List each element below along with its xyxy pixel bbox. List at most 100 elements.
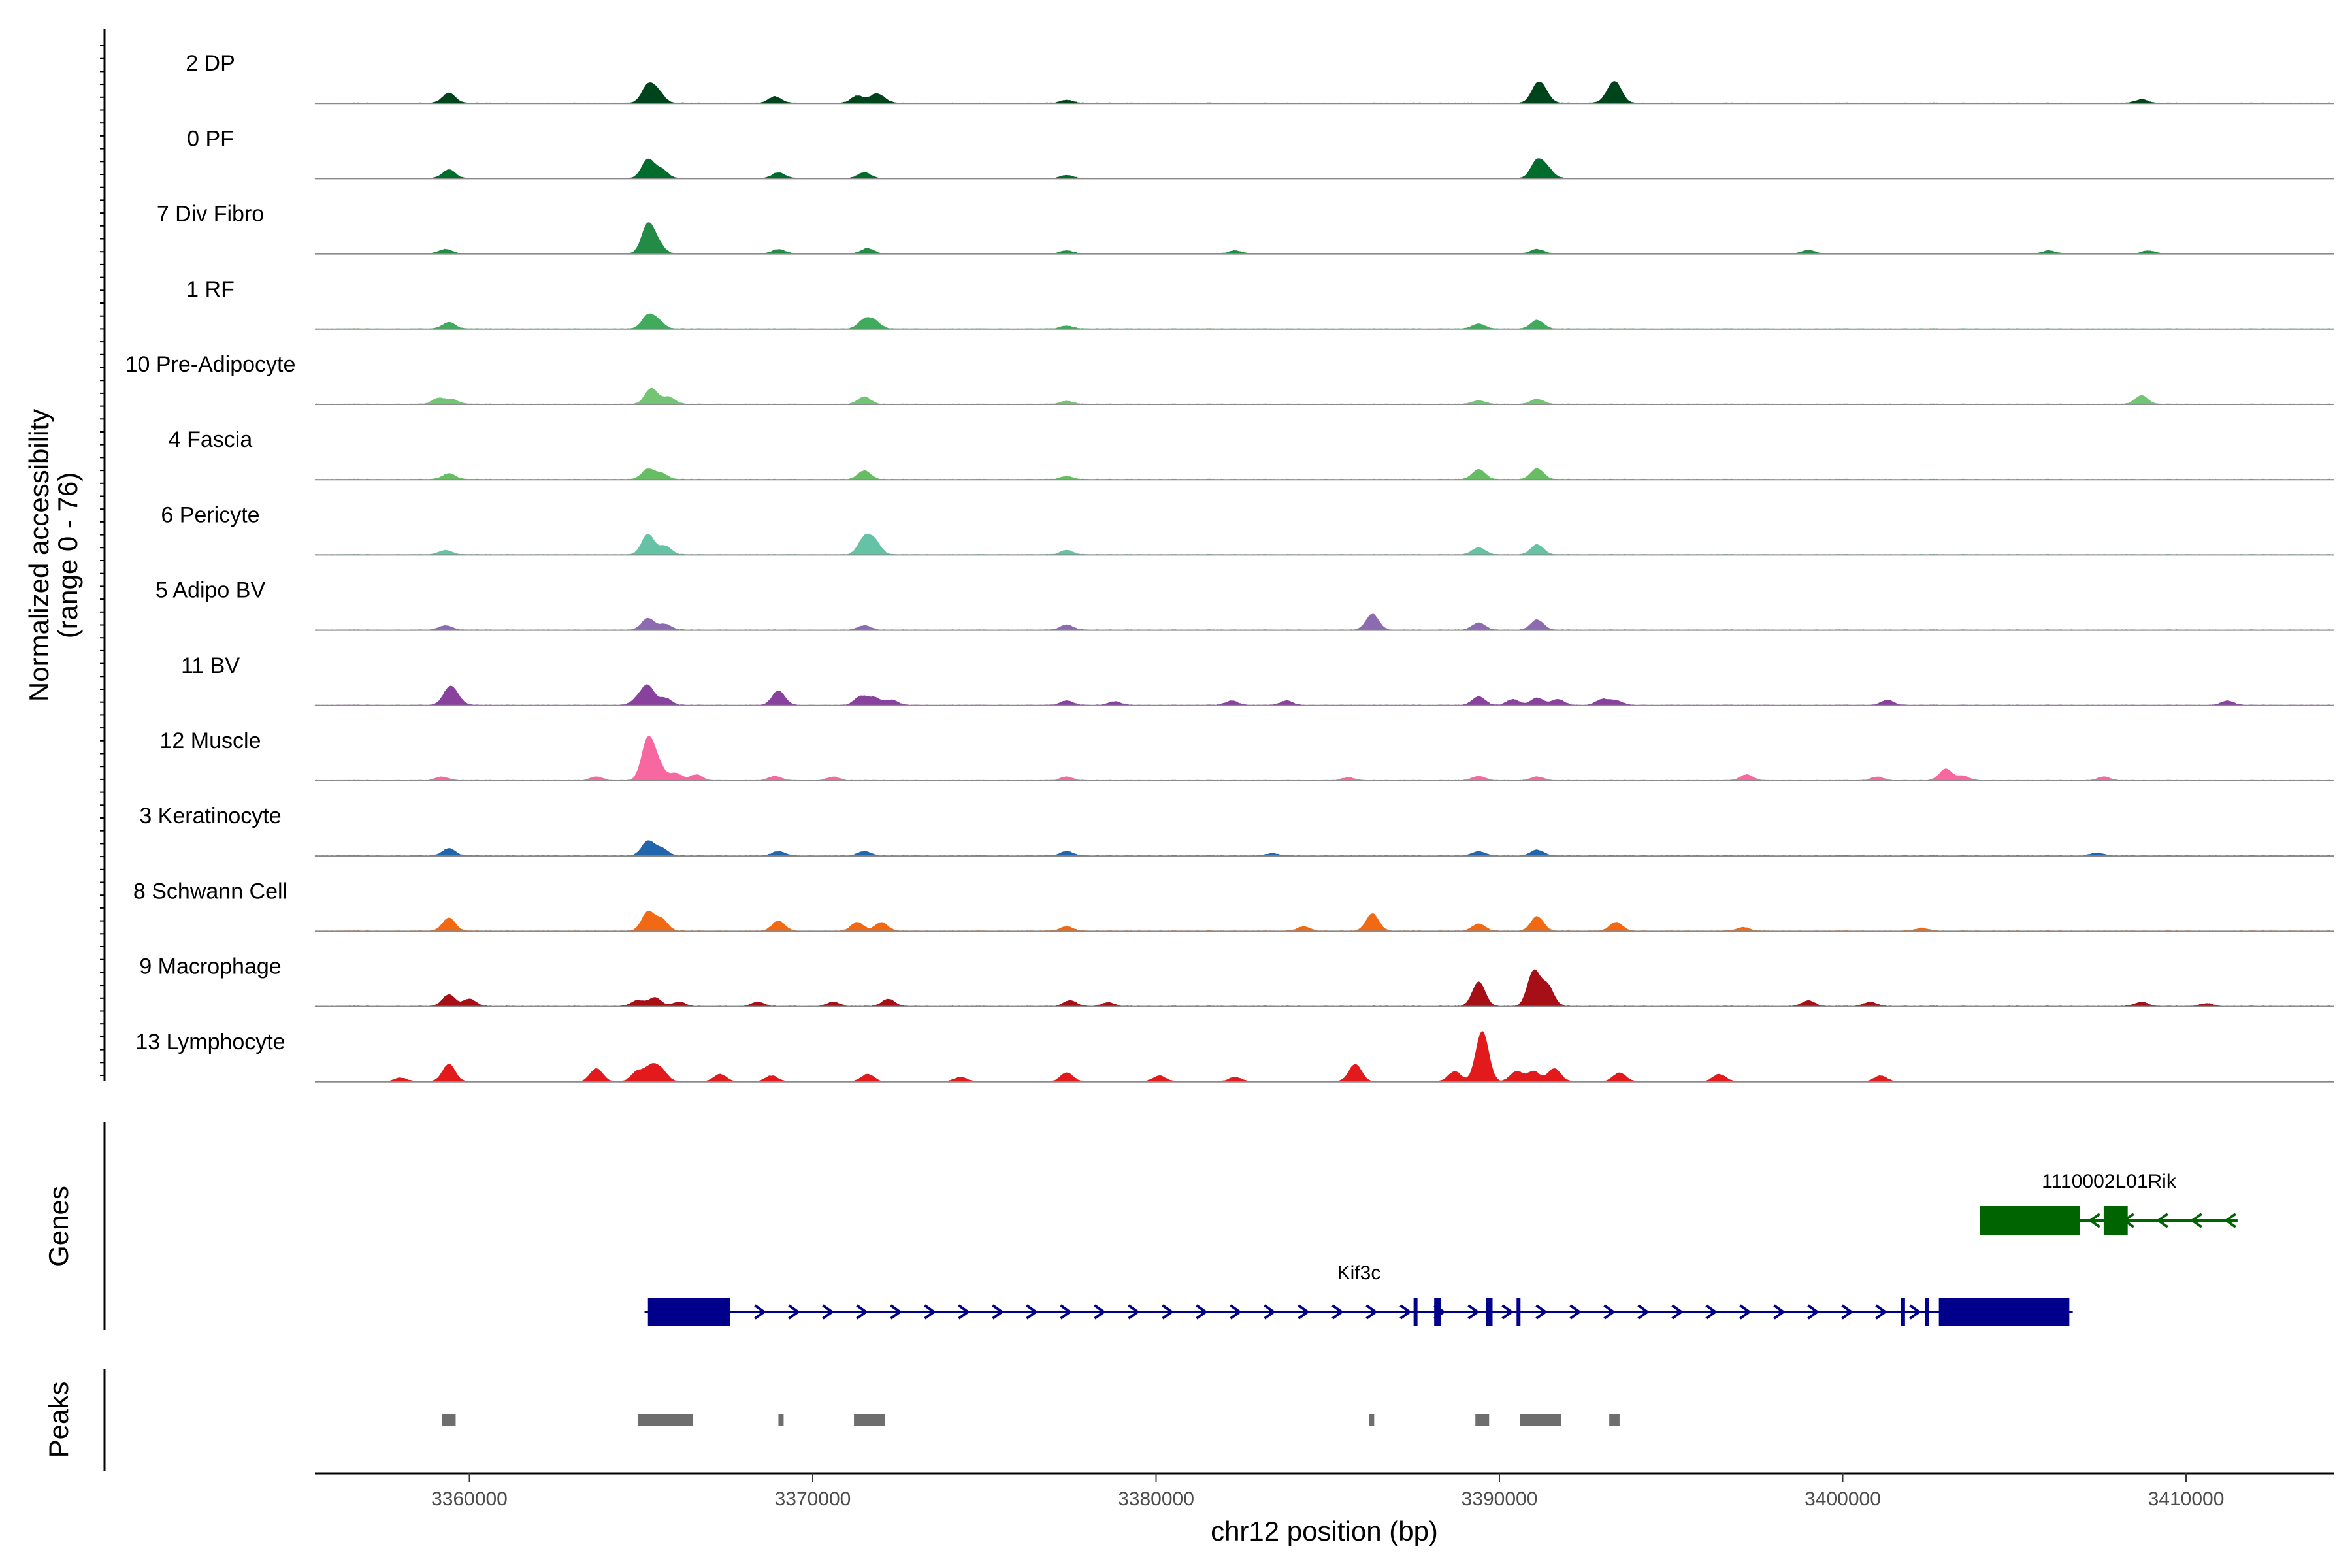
track-label: 2 DP [186,51,235,76]
x-tick-label: 3380000 [1118,1488,1194,1510]
track-label: 11 BV [181,653,240,678]
gene-0: 1110002L01Rik [1980,1171,2238,1235]
strand-arrow [1060,1304,1072,1320]
coverage-area [314,684,2334,706]
track-label: 4 Fascia [169,427,253,452]
track-label: 3 Keratinocyte [139,804,281,828]
gene-annotation-panel: Genes 1110002L01Rik Kif3c [43,1122,2238,1330]
gene-exon [647,1298,730,1326]
strand-arrow [2088,1213,2100,1228]
track-label: 0 PF [187,126,234,151]
strand-arrow [958,1304,970,1320]
track-6: 4 Fascia [169,427,2334,481]
strand-arrow [1875,1304,1887,1320]
gene-name-label: Kif3c [1337,1262,1381,1284]
strand-arrow [1196,1304,1208,1320]
x-tick-label: 3410000 [2148,1488,2225,1510]
peaks-panel-label: Peaks [43,1382,74,1458]
coverage-area [314,613,2334,631]
strand-arrow [754,1304,766,1320]
track-label: 9 Macrophage [139,955,281,979]
peak-region [778,1414,784,1426]
strand-arrow [2190,1213,2202,1228]
gene-exon [1413,1298,1418,1326]
track-label: 7 Div Fibro [157,202,264,227]
strand-arrow [1365,1304,1378,1320]
gene-exon [1901,1298,1905,1326]
peaks-panel: Peaks [43,1369,1620,1471]
strand-arrow [1331,1304,1344,1320]
track-13: 9 Macrophage [139,955,2334,1007]
track-4: 1 RF [186,277,2334,330]
track-1: 2 DP [186,51,2334,105]
coverage-area [314,1031,2334,1083]
strand-arrow [924,1304,936,1320]
track-10: 12 Muscle [160,728,2334,781]
strand-arrow [1230,1304,1242,1320]
genes-panel-label: Genes [43,1186,74,1267]
gene-exon [1925,1298,1929,1326]
gene-exon [1434,1298,1441,1326]
gene-exon [1938,1298,2070,1326]
track-label: 8 Schwann Cell [133,879,287,904]
track-label: 13 Lymphocyte [135,1030,285,1054]
strand-arrow [1807,1304,1820,1320]
strand-arrow [2156,1213,2168,1228]
y-axis-title-line2: (range 0 - 76) [52,472,83,638]
track-3: 7 Div Fibro [157,202,2334,255]
coverage-area [314,158,2334,179]
strand-arrow [1298,1304,1310,1320]
track-11: 3 Keratinocyte [139,804,2334,857]
track-5: 10 Pre-Adipocyte [125,352,2334,405]
strand-arrow [1535,1304,1548,1320]
strand-arrow [1739,1304,1752,1320]
strand-arrow [788,1304,800,1320]
strand-arrow [856,1304,868,1320]
track-label: 1 RF [186,277,235,302]
track-8: 5 Adipo BV [155,578,2334,631]
x-axis: 3360000 3370000 3380000 3390000 3400000 34100… [315,1472,2334,1510]
strand-arrow [1603,1304,1616,1320]
gene-exon [1980,1206,2080,1235]
gene-exon [1516,1298,1521,1326]
gene-name-label: 1110002L01Rik [2042,1171,2177,1192]
track-7: 6 Pericyte [161,502,2334,556]
gene-1: Kif3c [644,1262,2073,1326]
peak-region [854,1414,885,1426]
track-label: 6 Pericyte [161,502,259,527]
strand-arrow [1569,1304,1582,1320]
y-axis [100,29,106,1081]
track-label: 10 Pre-Adipocyte [125,352,296,377]
strand-arrow [1637,1304,1650,1320]
strand-arrow [822,1304,834,1320]
peak-region [442,1414,456,1426]
strand-arrow [1162,1304,1174,1320]
x-axis-title: chr12 position (bp) [1211,1516,1438,1546]
gene-exon [2103,1206,2128,1235]
coverage-area [314,313,2334,330]
track-label: 5 Adipo BV [155,578,266,603]
strand-arrow [2224,1213,2236,1228]
gene-exon [1485,1298,1493,1326]
track-9: 11 BV [181,653,2334,706]
coverage-area [314,911,2334,932]
strand-arrow [1909,1304,1921,1320]
strand-arrow [1399,1304,1412,1320]
strand-arrow [1773,1304,1786,1320]
coverage-area [314,80,2334,104]
strand-arrow [1705,1304,1718,1320]
strand-arrow [1501,1304,1514,1320]
strand-arrow [1128,1304,1140,1320]
peak-region [1609,1414,1620,1426]
coverage-area [314,840,2334,857]
peak-region [1475,1414,1490,1426]
strand-arrow [1841,1304,1854,1320]
track-12: 8 Schwann Cell [133,879,2334,932]
coverage-area [314,969,2334,1007]
y-axis-title-line1: Normalized accessibility [24,409,54,702]
strand-arrow [1467,1304,1480,1320]
track-label: 12 Muscle [160,728,261,753]
coverage-area [314,468,2334,480]
coverage-area [314,387,2334,405]
